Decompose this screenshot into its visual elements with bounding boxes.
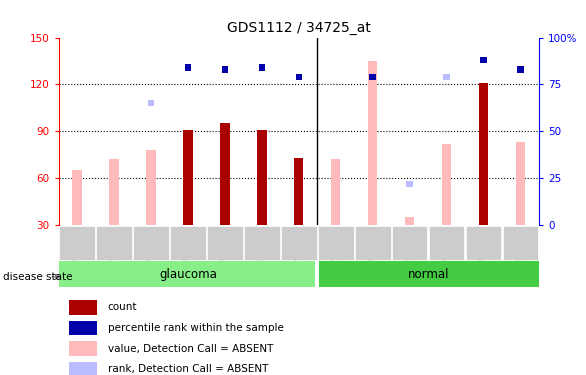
Bar: [258, 64, 265, 70]
Bar: [146, 150, 156, 225]
Bar: [59, 226, 95, 260]
Bar: [405, 217, 414, 225]
Bar: [110, 159, 118, 225]
Bar: [428, 38, 465, 225]
Bar: [148, 100, 154, 106]
Bar: [355, 38, 391, 225]
Bar: [392, 226, 428, 260]
Bar: [391, 38, 428, 225]
Text: glaucoma: glaucoma: [159, 268, 217, 280]
Bar: [407, 181, 413, 187]
Bar: [318, 38, 355, 225]
Bar: [355, 226, 390, 260]
Bar: [69, 341, 97, 356]
Bar: [368, 61, 377, 225]
Bar: [517, 66, 524, 72]
Bar: [169, 38, 206, 225]
Bar: [69, 300, 97, 315]
Bar: [133, 226, 169, 260]
Bar: [243, 38, 280, 225]
Bar: [96, 38, 132, 225]
Bar: [331, 159, 340, 225]
Bar: [59, 261, 315, 287]
Bar: [502, 38, 539, 225]
Bar: [281, 226, 316, 260]
Bar: [295, 74, 302, 80]
Bar: [96, 226, 132, 260]
Bar: [280, 38, 318, 225]
Text: percentile rank within the sample: percentile rank within the sample: [108, 323, 284, 333]
Text: disease state: disease state: [3, 273, 73, 282]
Bar: [481, 57, 487, 63]
Bar: [183, 130, 193, 225]
Bar: [319, 261, 539, 287]
Text: rank, Detection Call = ABSENT: rank, Detection Call = ABSENT: [108, 364, 268, 374]
Bar: [132, 38, 169, 225]
Bar: [69, 362, 97, 375]
Text: value, Detection Call = ABSENT: value, Detection Call = ABSENT: [108, 344, 273, 354]
Bar: [185, 64, 191, 70]
Bar: [444, 74, 450, 80]
Bar: [369, 74, 376, 80]
Text: normal: normal: [407, 268, 449, 280]
Bar: [465, 38, 502, 225]
Bar: [369, 74, 376, 80]
Bar: [69, 321, 97, 335]
Bar: [294, 158, 304, 225]
Bar: [479, 83, 488, 225]
Bar: [442, 144, 451, 225]
Bar: [318, 226, 353, 260]
Bar: [429, 226, 465, 260]
Bar: [207, 226, 243, 260]
Bar: [220, 123, 230, 225]
Bar: [206, 38, 243, 225]
Bar: [516, 142, 525, 225]
Bar: [59, 38, 96, 225]
Bar: [257, 130, 267, 225]
Bar: [466, 226, 502, 260]
Text: count: count: [108, 302, 137, 312]
Bar: [170, 226, 206, 260]
Bar: [244, 226, 280, 260]
Title: GDS1112 / 34725_at: GDS1112 / 34725_at: [227, 21, 371, 35]
Bar: [503, 226, 539, 260]
Bar: [73, 170, 81, 225]
Bar: [222, 66, 229, 72]
